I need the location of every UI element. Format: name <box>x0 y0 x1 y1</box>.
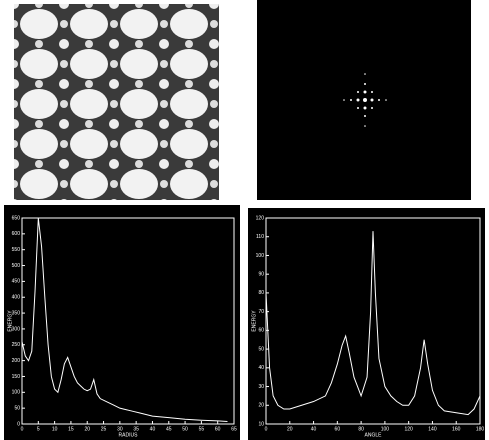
y-tick-label: 70 <box>258 309 264 315</box>
x-tick-label: 25 <box>101 426 107 432</box>
x-tick-label: 45 <box>166 426 172 432</box>
y-tick-label: 450 <box>12 279 21 285</box>
x-tick-label: 5 <box>37 426 40 432</box>
plot-frame <box>265 217 481 425</box>
plot-panel <box>4 205 240 440</box>
data-line <box>265 231 481 416</box>
x-tick-label: 100 <box>381 426 390 432</box>
y-tick-label: 80 <box>258 290 264 296</box>
y-tick-label: 300 <box>12 326 21 332</box>
y-tick-label: 20 <box>258 403 264 409</box>
y-tick-label: 30 <box>258 384 264 390</box>
x-tick-label: 55 <box>199 426 205 432</box>
y-tick-label: 60 <box>258 328 264 334</box>
y-tick-label: 40 <box>258 365 264 371</box>
x-tick-label: 50 <box>182 426 188 432</box>
y-tick-label: 250 <box>12 342 21 348</box>
pattern-image <box>14 4 219 200</box>
data-line <box>21 217 228 422</box>
y-tick-label: 650 <box>12 215 21 221</box>
y-axis-label: ENERGY <box>7 310 13 332</box>
x-tick-label: 180 <box>476 426 485 432</box>
x-axis-label: ANGLE <box>365 432 383 438</box>
x-tick-label: 10 <box>52 426 58 432</box>
x-tick-label: 65 <box>231 426 237 432</box>
x-tick-label: 20 <box>287 426 293 432</box>
y-tick-label: 110 <box>256 234 264 240</box>
y-tick-label: 120 <box>256 215 265 221</box>
y-tick-label: 600 <box>12 231 21 237</box>
y-tick-label: 90 <box>258 272 264 278</box>
x-axis-label: RADIUS <box>119 432 139 438</box>
x-tick-label: 40 <box>311 426 317 432</box>
y-tick-label: 550 <box>12 247 21 253</box>
x-tick-label: 0 <box>21 426 24 432</box>
x-tick-label: 60 <box>215 426 221 432</box>
plot-frame <box>21 217 235 425</box>
x-tick-label: 140 <box>428 426 437 432</box>
y-tick-label: 500 <box>12 263 21 269</box>
y-tick-label: 350 <box>12 310 21 316</box>
x-tick-label: 20 <box>84 426 90 432</box>
x-tick-label: 120 <box>404 426 413 432</box>
x-tick-label: 30 <box>117 426 123 432</box>
spectrum-image <box>257 0 471 200</box>
y-axis-label: ENERGY <box>251 310 257 332</box>
y-tick-label: 150 <box>12 374 21 380</box>
y-tick-label: 50 <box>14 405 20 411</box>
y-tick-label: 10 <box>258 421 264 427</box>
x-tick-label: 80 <box>358 426 364 432</box>
y-tick-label: 0 <box>17 421 20 427</box>
x-tick-label: 60 <box>335 426 341 432</box>
x-tick-label: 15 <box>68 426 74 432</box>
y-tick-label: 400 <box>12 295 21 301</box>
x-tick-label: 160 <box>452 426 461 432</box>
y-tick-label: 100 <box>256 253 265 259</box>
plot-panel <box>248 208 485 440</box>
x-tick-label: 0 <box>265 426 268 432</box>
y-tick-label: 200 <box>12 358 21 364</box>
y-tick-label: 50 <box>258 346 264 352</box>
x-tick-label: 40 <box>150 426 156 432</box>
y-tick-label: 100 <box>12 390 21 396</box>
x-tick-label: 35 <box>133 426 139 432</box>
